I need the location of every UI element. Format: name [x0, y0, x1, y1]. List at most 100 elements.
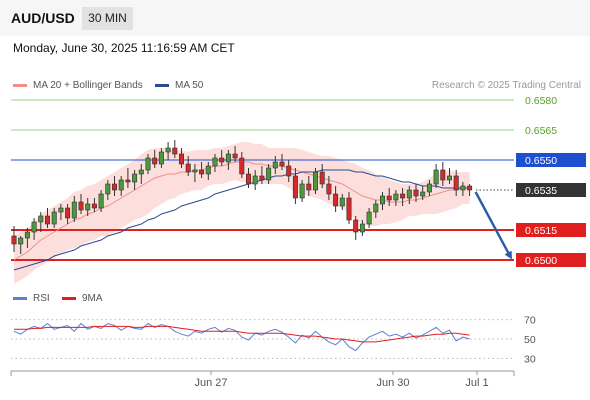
- candle: [252, 170, 258, 190]
- candle: [366, 208, 372, 228]
- candle: [212, 154, 218, 172]
- candle: [406, 186, 412, 204]
- candle-bull: [165, 147, 171, 153]
- candle-bear: [239, 157, 245, 175]
- candle: [112, 176, 118, 196]
- level-0.6535: 0.6535: [476, 183, 586, 197]
- legend-9ma-label: 9MA: [82, 293, 103, 304]
- candle: [65, 204, 71, 224]
- candle-bull: [18, 237, 24, 245]
- credit-label: Research © 2025 Trading Central: [431, 80, 581, 91]
- candle: [246, 168, 252, 188]
- level-tag: [516, 183, 586, 197]
- candle: [393, 190, 399, 206]
- candle-bull: [460, 185, 466, 191]
- legend-ma20: MA 20 + Bollinger Bands: [13, 80, 143, 91]
- candle-bull: [433, 169, 439, 185]
- candle: [205, 162, 211, 180]
- level-0.6500: 0.6500: [11, 253, 586, 267]
- level-label: 0.6550: [525, 155, 557, 167]
- candle-bear: [172, 147, 178, 155]
- candle: [158, 148, 164, 168]
- ma9-swatch: [62, 296, 76, 300]
- candle-bear: [292, 175, 298, 199]
- candle-bear: [467, 185, 473, 191]
- legend-ma50: MA 50: [155, 80, 203, 91]
- candle-bear: [346, 197, 352, 221]
- candle-bear: [440, 169, 446, 181]
- candle-bear: [219, 157, 225, 163]
- candle: [319, 164, 325, 188]
- candle-bull: [299, 183, 305, 199]
- level-tag: [516, 153, 586, 167]
- candle: [279, 154, 285, 170]
- candle-bull: [145, 157, 151, 171]
- candle: [413, 184, 419, 202]
- candle-bear: [400, 193, 406, 199]
- x-tick-label: Jul 1: [465, 377, 488, 389]
- candle-bear: [279, 161, 285, 167]
- candle-bear: [413, 189, 419, 197]
- candle-bear: [152, 157, 158, 165]
- candle: [426, 180, 432, 196]
- candle: [286, 160, 292, 182]
- ma50-line: [13, 169, 470, 271]
- candle-bear: [185, 163, 191, 173]
- candle-bull: [266, 167, 272, 181]
- legend-9ma: 9MA: [62, 293, 103, 304]
- candle-bear: [125, 179, 131, 183]
- forecast-arrow: [474, 191, 512, 260]
- candle: [433, 164, 439, 188]
- candle: [386, 188, 392, 206]
- candle: [145, 154, 151, 174]
- legend-rsi-label: RSI: [33, 293, 50, 304]
- level-0.6580: 0.6580: [11, 95, 557, 107]
- timeframe-button[interactable]: 30 MIN: [82, 7, 133, 30]
- x-tick-label: Jun 30: [376, 377, 409, 389]
- candle: [359, 220, 365, 236]
- level-tag: [516, 223, 586, 237]
- rsi-level-50: 50: [11, 334, 536, 346]
- candle: [440, 162, 446, 186]
- candle-bull: [192, 169, 198, 173]
- candle-bear: [453, 175, 459, 191]
- candle: [446, 168, 452, 184]
- candle-bull: [71, 201, 77, 219]
- candle: [333, 186, 339, 212]
- candles-layer: [11, 140, 473, 254]
- level-label: 0.6565: [525, 125, 557, 137]
- candle-bull: [158, 151, 164, 165]
- candle-bear: [179, 153, 185, 165]
- level-0.6515: 0.6515: [11, 223, 586, 237]
- candle-bull: [24, 231, 30, 239]
- candle: [71, 196, 77, 222]
- candle: [353, 216, 359, 240]
- candle-bull: [98, 193, 104, 209]
- rsi-level-70: 70: [11, 315, 536, 327]
- candle-bear: [306, 183, 312, 191]
- candle: [105, 180, 111, 200]
- candle-bear: [44, 215, 50, 225]
- candle-bear: [286, 165, 292, 177]
- candle: [85, 198, 91, 216]
- candle: [24, 228, 30, 248]
- candle: [232, 146, 238, 162]
- ma20-swatch: [13, 83, 27, 87]
- candle-bull: [379, 195, 385, 205]
- candle: [185, 156, 191, 176]
- candle-bull: [373, 203, 379, 213]
- candle: [18, 236, 24, 254]
- level-label: 0.6515: [525, 225, 557, 237]
- candle: [51, 208, 57, 228]
- candle-bull: [105, 183, 111, 195]
- candle-bull: [85, 203, 91, 211]
- candle-bull: [406, 189, 412, 199]
- level-label: 0.6580: [525, 95, 557, 107]
- level-tag: [516, 253, 586, 267]
- candle: [346, 192, 352, 224]
- x-tick: Jul 1: [465, 371, 489, 389]
- candle: [219, 150, 225, 166]
- candle: [266, 164, 272, 184]
- candle-bear: [246, 173, 252, 185]
